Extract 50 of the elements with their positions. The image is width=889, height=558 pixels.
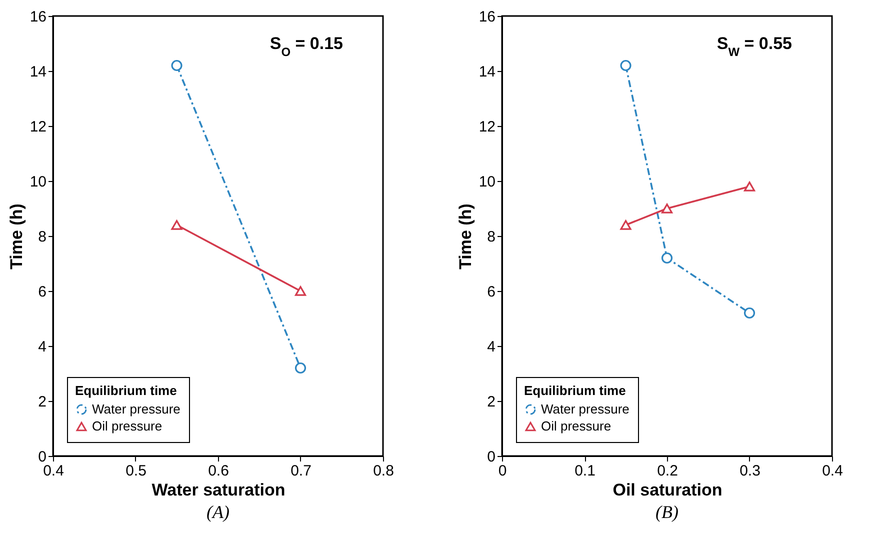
y-tick-label: 16 [478, 8, 496, 26]
x-tick-label: 0.8 [373, 462, 394, 480]
point [171, 60, 182, 72]
y-tick-label: 16 [30, 8, 46, 26]
point [661, 252, 673, 264]
y-tick-label: 12 [478, 118, 496, 136]
point [620, 60, 632, 72]
annotation: S$_{O}$ = 0.15 [270, 34, 343, 59]
y-tick-label: 10 [30, 174, 46, 190]
legend-title: Equilibrium time [75, 383, 177, 398]
legend-label: Water pressure [92, 402, 180, 416]
y-tick-label: 4 [38, 338, 46, 356]
x-tick-label: 0.4 [822, 462, 843, 480]
legend-label: Oil pressure [92, 418, 162, 434]
y-tick-label: 8 [38, 228, 46, 246]
y-tick-label: 12 [30, 118, 46, 136]
x-tick-label: 0.2 [657, 462, 678, 480]
point [661, 204, 673, 214]
point [744, 182, 756, 192]
point [620, 220, 632, 230]
text: (A) [206, 502, 230, 522]
x-tick-label: 0.5 [126, 462, 146, 480]
x-tick-label: 0 [498, 462, 507, 480]
text: (B) [656, 502, 678, 522]
y-tick-label: 2 [38, 394, 46, 410]
y-axis-title: Time (h) [6, 204, 26, 270]
y-tick-label: 2 [487, 394, 496, 410]
y-axis-title: Time (h) [456, 204, 475, 270]
point [294, 362, 306, 374]
legend-label: Oil pressure [541, 418, 612, 434]
x-tick-label: 0.6 [208, 462, 229, 480]
point [744, 307, 756, 319]
x-axis-title: Water saturation [152, 480, 286, 500]
y-tick-label: 0 [38, 448, 46, 466]
y-tick-label: 10 [478, 174, 496, 190]
legend-label: Water pressure [541, 402, 630, 416]
annotation: S$_{W}$ = 0.55 [716, 34, 792, 59]
x-tick-label: 0.4 [43, 462, 64, 480]
x-tick-label: 0.3 [740, 462, 760, 480]
legend-title: Equilibrium time [524, 383, 626, 398]
x-axis-title: Oil saturation [612, 480, 722, 500]
y-tick-label: 6 [487, 284, 496, 300]
y-tick-label: 14 [30, 64, 46, 80]
y-tick-label: 6 [38, 284, 46, 300]
x-tick-label: 0.1 [574, 462, 596, 480]
y-tick-label: 8 [487, 228, 496, 246]
y-tick-label: 0 [487, 448, 496, 466]
y-tick-label: 4 [487, 338, 496, 356]
x-tick-label: 0.7 [290, 462, 312, 480]
y-tick-label: 14 [478, 64, 496, 80]
